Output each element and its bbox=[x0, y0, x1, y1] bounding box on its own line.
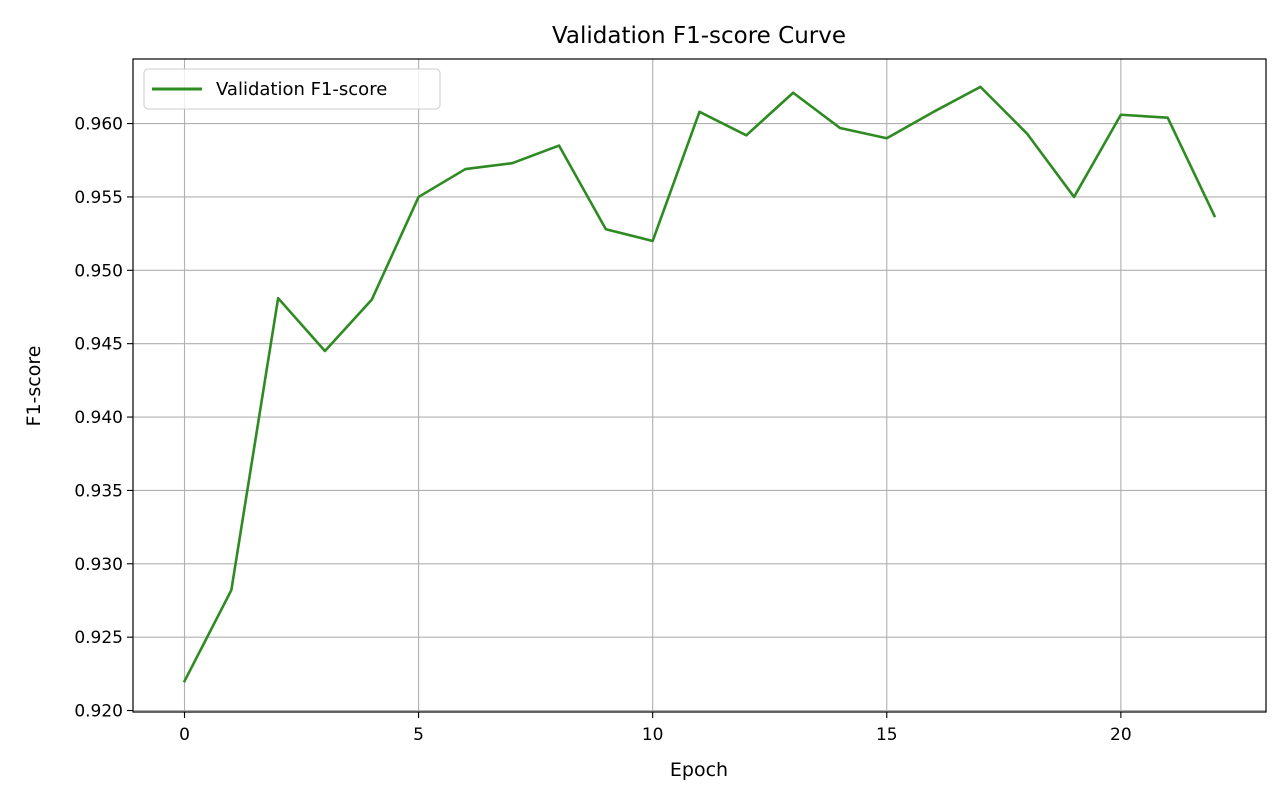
y-tick-label: 0.935 bbox=[74, 481, 123, 501]
y-tick-label: 0.950 bbox=[74, 261, 123, 281]
grid-lines bbox=[133, 59, 1266, 712]
y-tick-label: 0.945 bbox=[74, 335, 123, 355]
plot-frame bbox=[132, 58, 1267, 713]
y-tick-label: 0.920 bbox=[74, 702, 123, 722]
chart-title: Validation F1-score Curve bbox=[552, 23, 846, 49]
x-tick-label: 15 bbox=[876, 725, 898, 745]
x-tick-label: 20 bbox=[1110, 725, 1132, 745]
y-axis-label: F1-score bbox=[23, 346, 45, 427]
x-tick-label: 5 bbox=[413, 725, 424, 745]
y-tick-label: 0.940 bbox=[74, 408, 123, 428]
y-tick-label: 0.960 bbox=[74, 115, 123, 135]
x-tick-label: 0 bbox=[179, 725, 190, 745]
axis-ticks: 0 5 10 15 20 0.920 0.925 0.930 0.935 0.940 0.945 0.… bbox=[74, 115, 1131, 745]
legend-label: Validation F1-score bbox=[216, 79, 387, 100]
y-tick-label: 0.955 bbox=[74, 188, 123, 208]
series-layer bbox=[182, 85, 1217, 683]
legend-box bbox=[143, 68, 441, 110]
y-tick-label: 0.930 bbox=[74, 555, 123, 575]
y-tick-label: 0.925 bbox=[74, 628, 123, 648]
x-tick-label: 10 bbox=[642, 725, 664, 745]
x-axis-label: Epoch bbox=[670, 759, 728, 781]
legend: Validation F1-score bbox=[143, 68, 441, 110]
